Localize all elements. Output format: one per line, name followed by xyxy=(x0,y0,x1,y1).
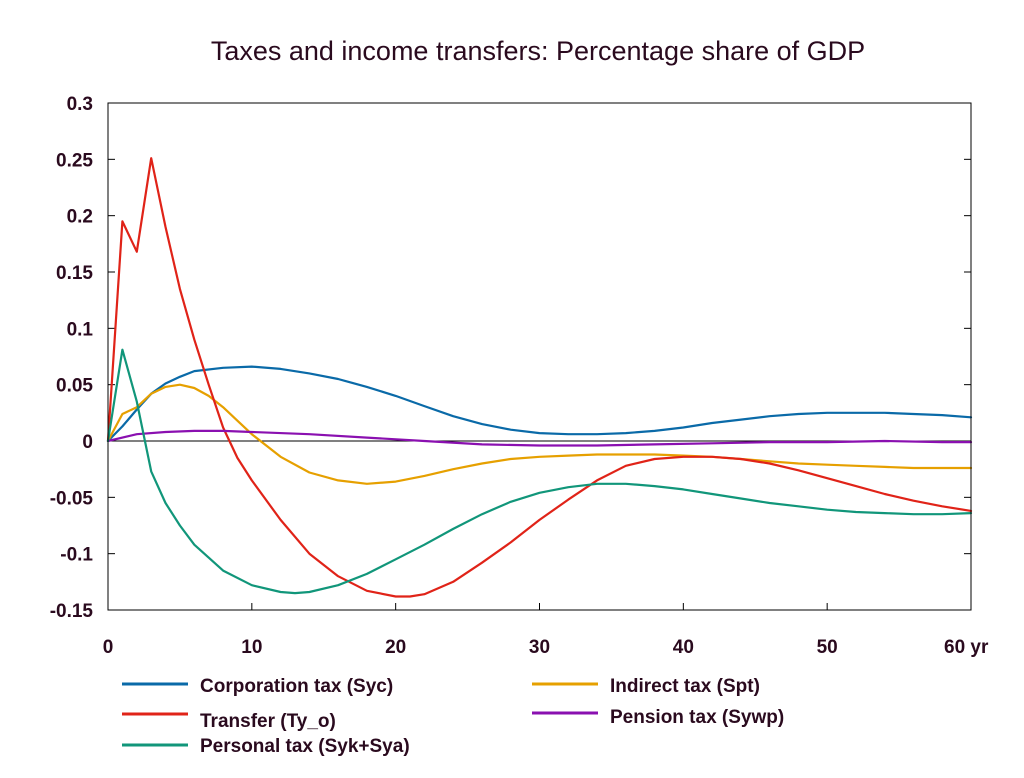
legend-item-pension-tax: Pension tax (Sywp) xyxy=(532,707,784,728)
x-tick-label: 50 xyxy=(817,637,838,658)
legend-label-pension-tax: Pension tax (Sywp) xyxy=(610,707,784,728)
x-tick-label: 20 xyxy=(385,637,406,658)
series-line-personal-tax xyxy=(106,348,973,595)
y-tick-label: -0.15 xyxy=(50,601,94,622)
legend: Corporation tax (Syc) Indirect tax (Spt)… xyxy=(122,676,784,757)
x-tick-label: 0 xyxy=(103,637,114,658)
y-tick-label: 0.3 xyxy=(67,94,93,115)
plot-frame xyxy=(107,102,972,611)
x-tick-label: 10 xyxy=(241,637,262,658)
x-axis: 0 10 20 30 40 50 60 yr xyxy=(103,603,989,658)
y-tick-label: 0.05 xyxy=(56,376,93,397)
legend-label-indirect-tax: Indirect tax (Spt) xyxy=(610,676,760,697)
series-line-indirect-tax xyxy=(106,383,973,485)
series-line-corporation-tax xyxy=(106,365,973,443)
y-tick-label: 0.1 xyxy=(67,319,94,340)
y-tick-label: 0 xyxy=(82,432,93,453)
y-tick-label: 0.15 xyxy=(56,263,93,284)
legend-label-personal-tax: Personal tax (Syk+Sya) xyxy=(200,736,410,757)
series-line-transfer xyxy=(106,157,973,598)
legend-item-transfer: Transfer (Ty_o) xyxy=(122,711,336,732)
legend-item-personal-tax: Personal tax (Syk+Sya) xyxy=(122,736,410,757)
legend-label-corporation-tax: Corporation tax (Syc) xyxy=(200,676,393,697)
y-tick-label: -0.05 xyxy=(50,488,94,509)
legend-label-transfer: Transfer (Ty_o) xyxy=(200,711,336,732)
y-tick-label: -0.1 xyxy=(60,545,93,566)
x-tick-label: 60 yr xyxy=(944,637,989,658)
x-tick-label: 40 xyxy=(673,637,694,658)
legend-item-indirect-tax: Indirect tax (Spt) xyxy=(532,676,760,697)
y-tick-label: 0.2 xyxy=(67,207,93,228)
legend-item-corporation-tax: Corporation tax (Syc) xyxy=(122,676,393,697)
series-line-pension-tax xyxy=(106,429,973,447)
x-tick-label: 30 xyxy=(529,637,550,658)
chart-title: Taxes and income transfers: Percentage s… xyxy=(211,36,865,66)
y-tick-label: 0.25 xyxy=(56,150,93,171)
plot-series xyxy=(106,157,973,598)
